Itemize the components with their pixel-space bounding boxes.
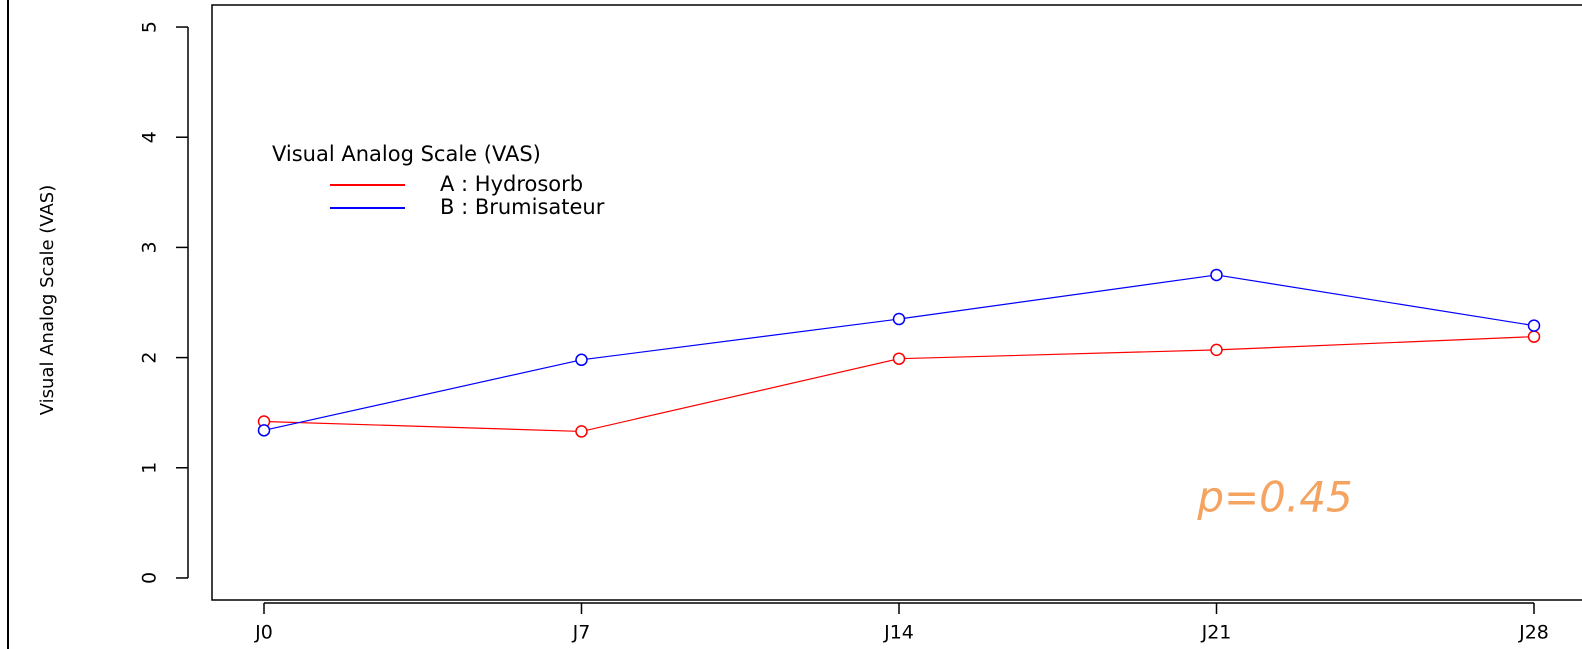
data-point <box>257 424 271 437</box>
data-point <box>1210 343 1223 357</box>
y-tick-label: 2 <box>139 352 161 364</box>
data-point <box>1527 319 1541 332</box>
x-tick-label: J7 <box>572 622 591 644</box>
annotation: p=0.45 <box>1196 473 1352 522</box>
x-tick-label: J28 <box>1518 622 1549 644</box>
legend-title: Visual Analog Scale (VAS) <box>272 142 541 166</box>
x-tick-label: J21 <box>1201 622 1232 644</box>
y-tick-label: 4 <box>139 131 161 143</box>
y-tick-label: 1 <box>139 462 161 474</box>
plot-box <box>211 4 1582 601</box>
series-line <box>263 336 1535 433</box>
legend-label: B : Brumisateur <box>440 195 605 219</box>
y-axis-label: Visual Analog Scale (VAS) <box>37 185 58 415</box>
x-tick-label: J14 <box>883 622 914 644</box>
y-tick-label: 0 <box>139 572 161 584</box>
y-tick-label: 3 <box>139 241 161 253</box>
data-point <box>892 312 906 326</box>
data-point <box>892 352 906 365</box>
data-point <box>575 353 588 367</box>
legend-label: A : Hydrosorb <box>440 172 583 196</box>
x-tick-label: J0 <box>254 622 273 644</box>
data-point <box>1210 268 1223 282</box>
data-point <box>575 425 588 438</box>
data-point <box>1527 330 1541 343</box>
y-tick-label: 5 <box>139 21 161 33</box>
